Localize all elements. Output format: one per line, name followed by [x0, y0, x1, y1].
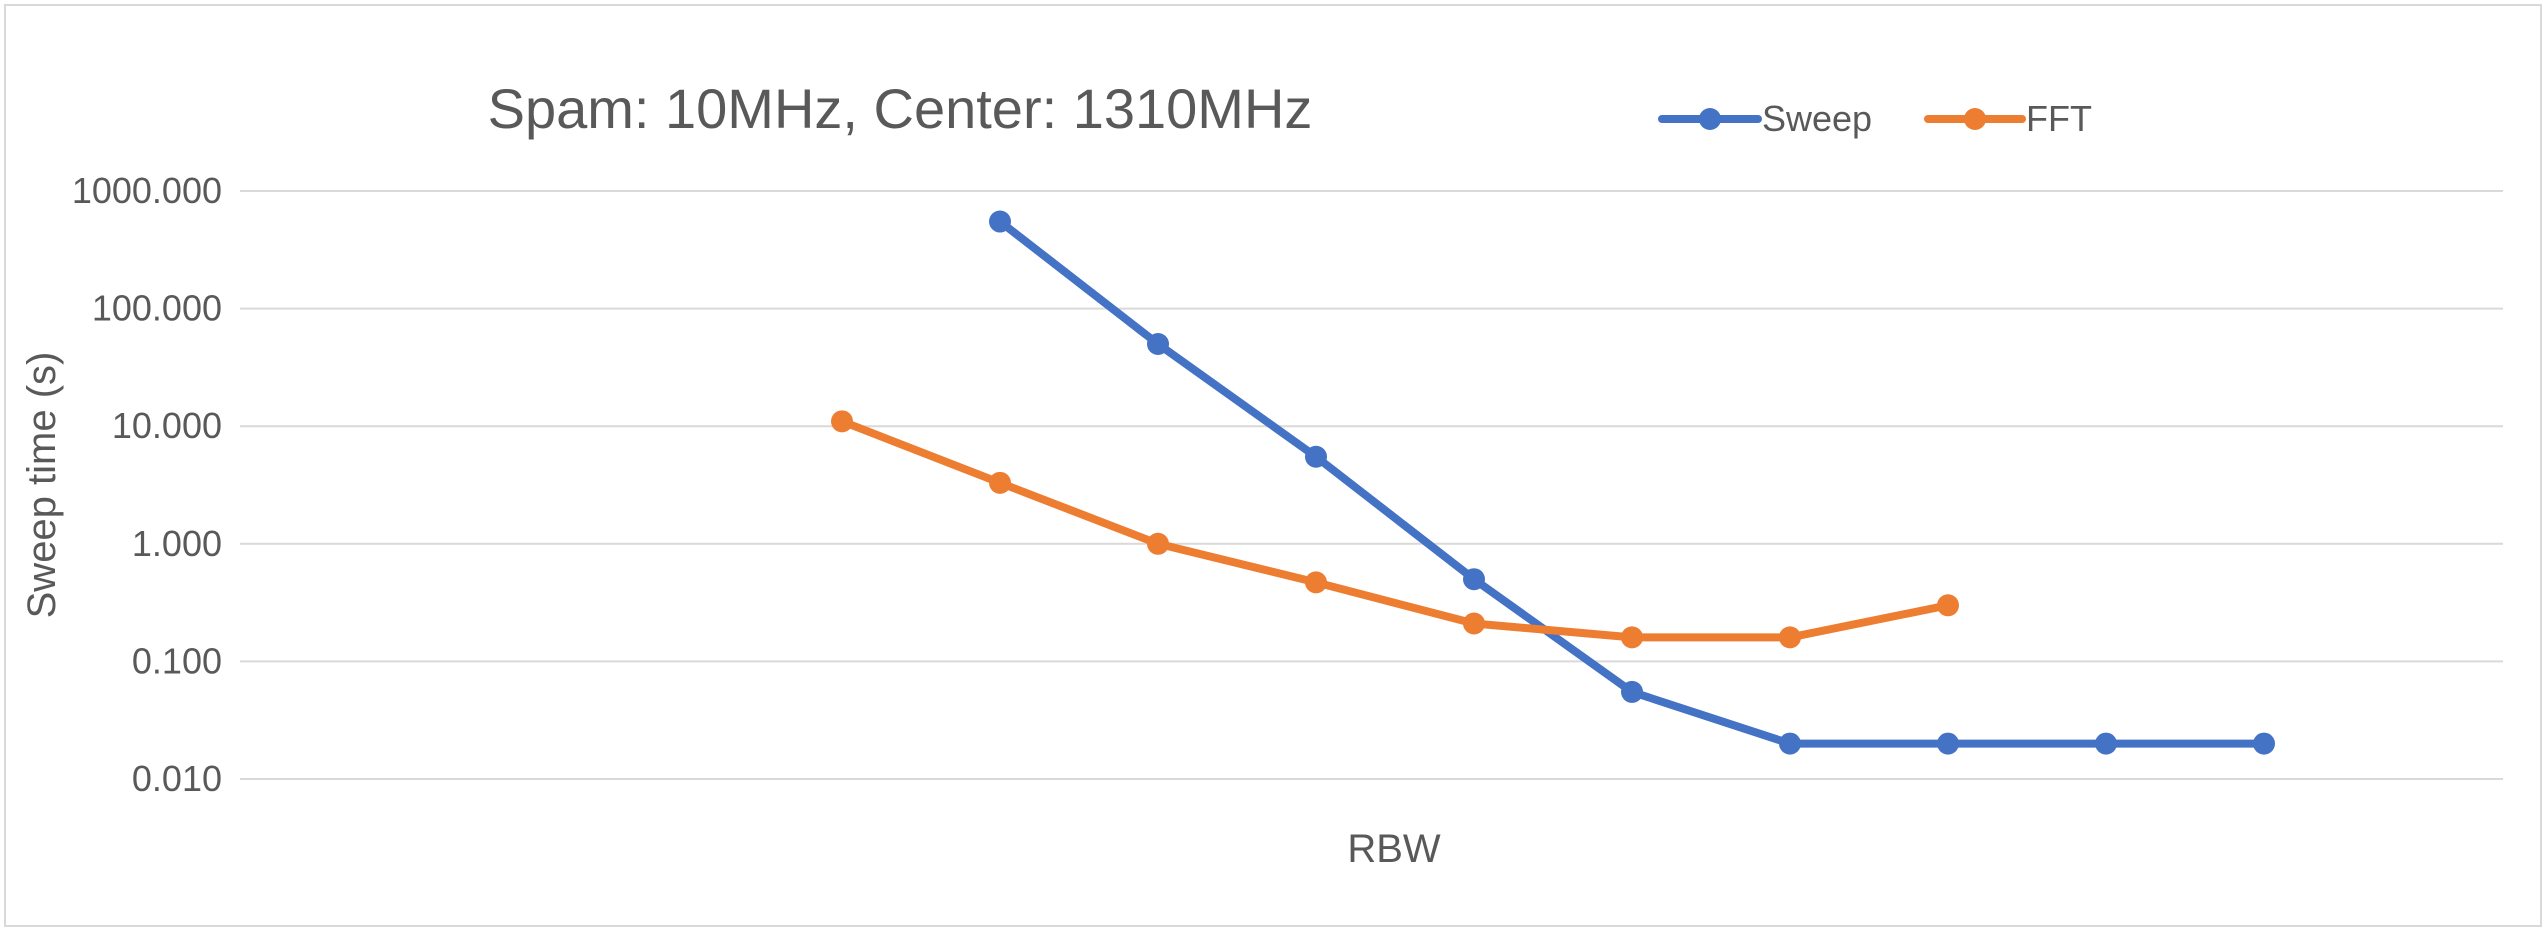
series-layer — [831, 210, 2275, 755]
y-tick-label: 0.100 — [132, 640, 222, 681]
series-line-fft — [838, 417, 1952, 642]
data-point-fft — [1937, 594, 1959, 617]
data-point-sweep — [2253, 732, 2275, 755]
data-point-sweep — [2095, 732, 2117, 755]
legend-label-sweep: Sweep — [1762, 98, 1872, 139]
data-point-fft — [1621, 626, 1643, 649]
data-point-sweep — [1147, 333, 1169, 356]
data-point-sweep — [1937, 732, 1959, 755]
legend-item-fft: FFT — [1924, 98, 2092, 139]
legend: Sweep FFT — [1658, 98, 2092, 139]
data-point-fft — [1779, 626, 1801, 649]
data-point-sweep — [1463, 568, 1485, 591]
data-point-fft — [831, 410, 853, 433]
x-axis-label: RBW — [1347, 827, 1441, 871]
data-point-sweep — [1779, 732, 1801, 755]
data-point-fft — [1305, 571, 1327, 594]
data-point-fft — [1463, 612, 1485, 635]
chart-frame — [4, 4, 2542, 927]
y-tick-label: 0.010 — [132, 758, 222, 799]
series-fft — [831, 410, 1959, 649]
legend-item-sweep: Sweep — [1658, 98, 1872, 139]
data-point-sweep — [1305, 445, 1327, 468]
data-point-fft — [1147, 532, 1169, 555]
legend-label-fft: FFT — [2026, 98, 2092, 139]
legend-marker-sweep — [1699, 108, 1721, 130]
data-point-sweep — [1621, 680, 1643, 703]
data-point-fft — [989, 471, 1011, 494]
y-tick-label: 1000.000 — [72, 170, 222, 211]
series-line-sweep — [996, 217, 2268, 748]
y-tick-label: 1.000 — [132, 523, 222, 564]
chart-title: Spam: 10MHz, Center: 1310MHz — [488, 77, 1313, 140]
gridlines — [240, 190, 2503, 780]
y-axis-ticks: 1000.000 100.000 10.000 1.000 0.100 0.010 — [72, 170, 222, 799]
y-axis-label: Sweep time (s) — [20, 352, 64, 619]
y-tick-label: 100.000 — [92, 288, 222, 329]
y-tick-label: 10.000 — [112, 405, 222, 446]
legend-marker-fft — [1964, 108, 1986, 130]
data-point-sweep — [989, 210, 1011, 233]
series-sweep — [989, 210, 2275, 755]
